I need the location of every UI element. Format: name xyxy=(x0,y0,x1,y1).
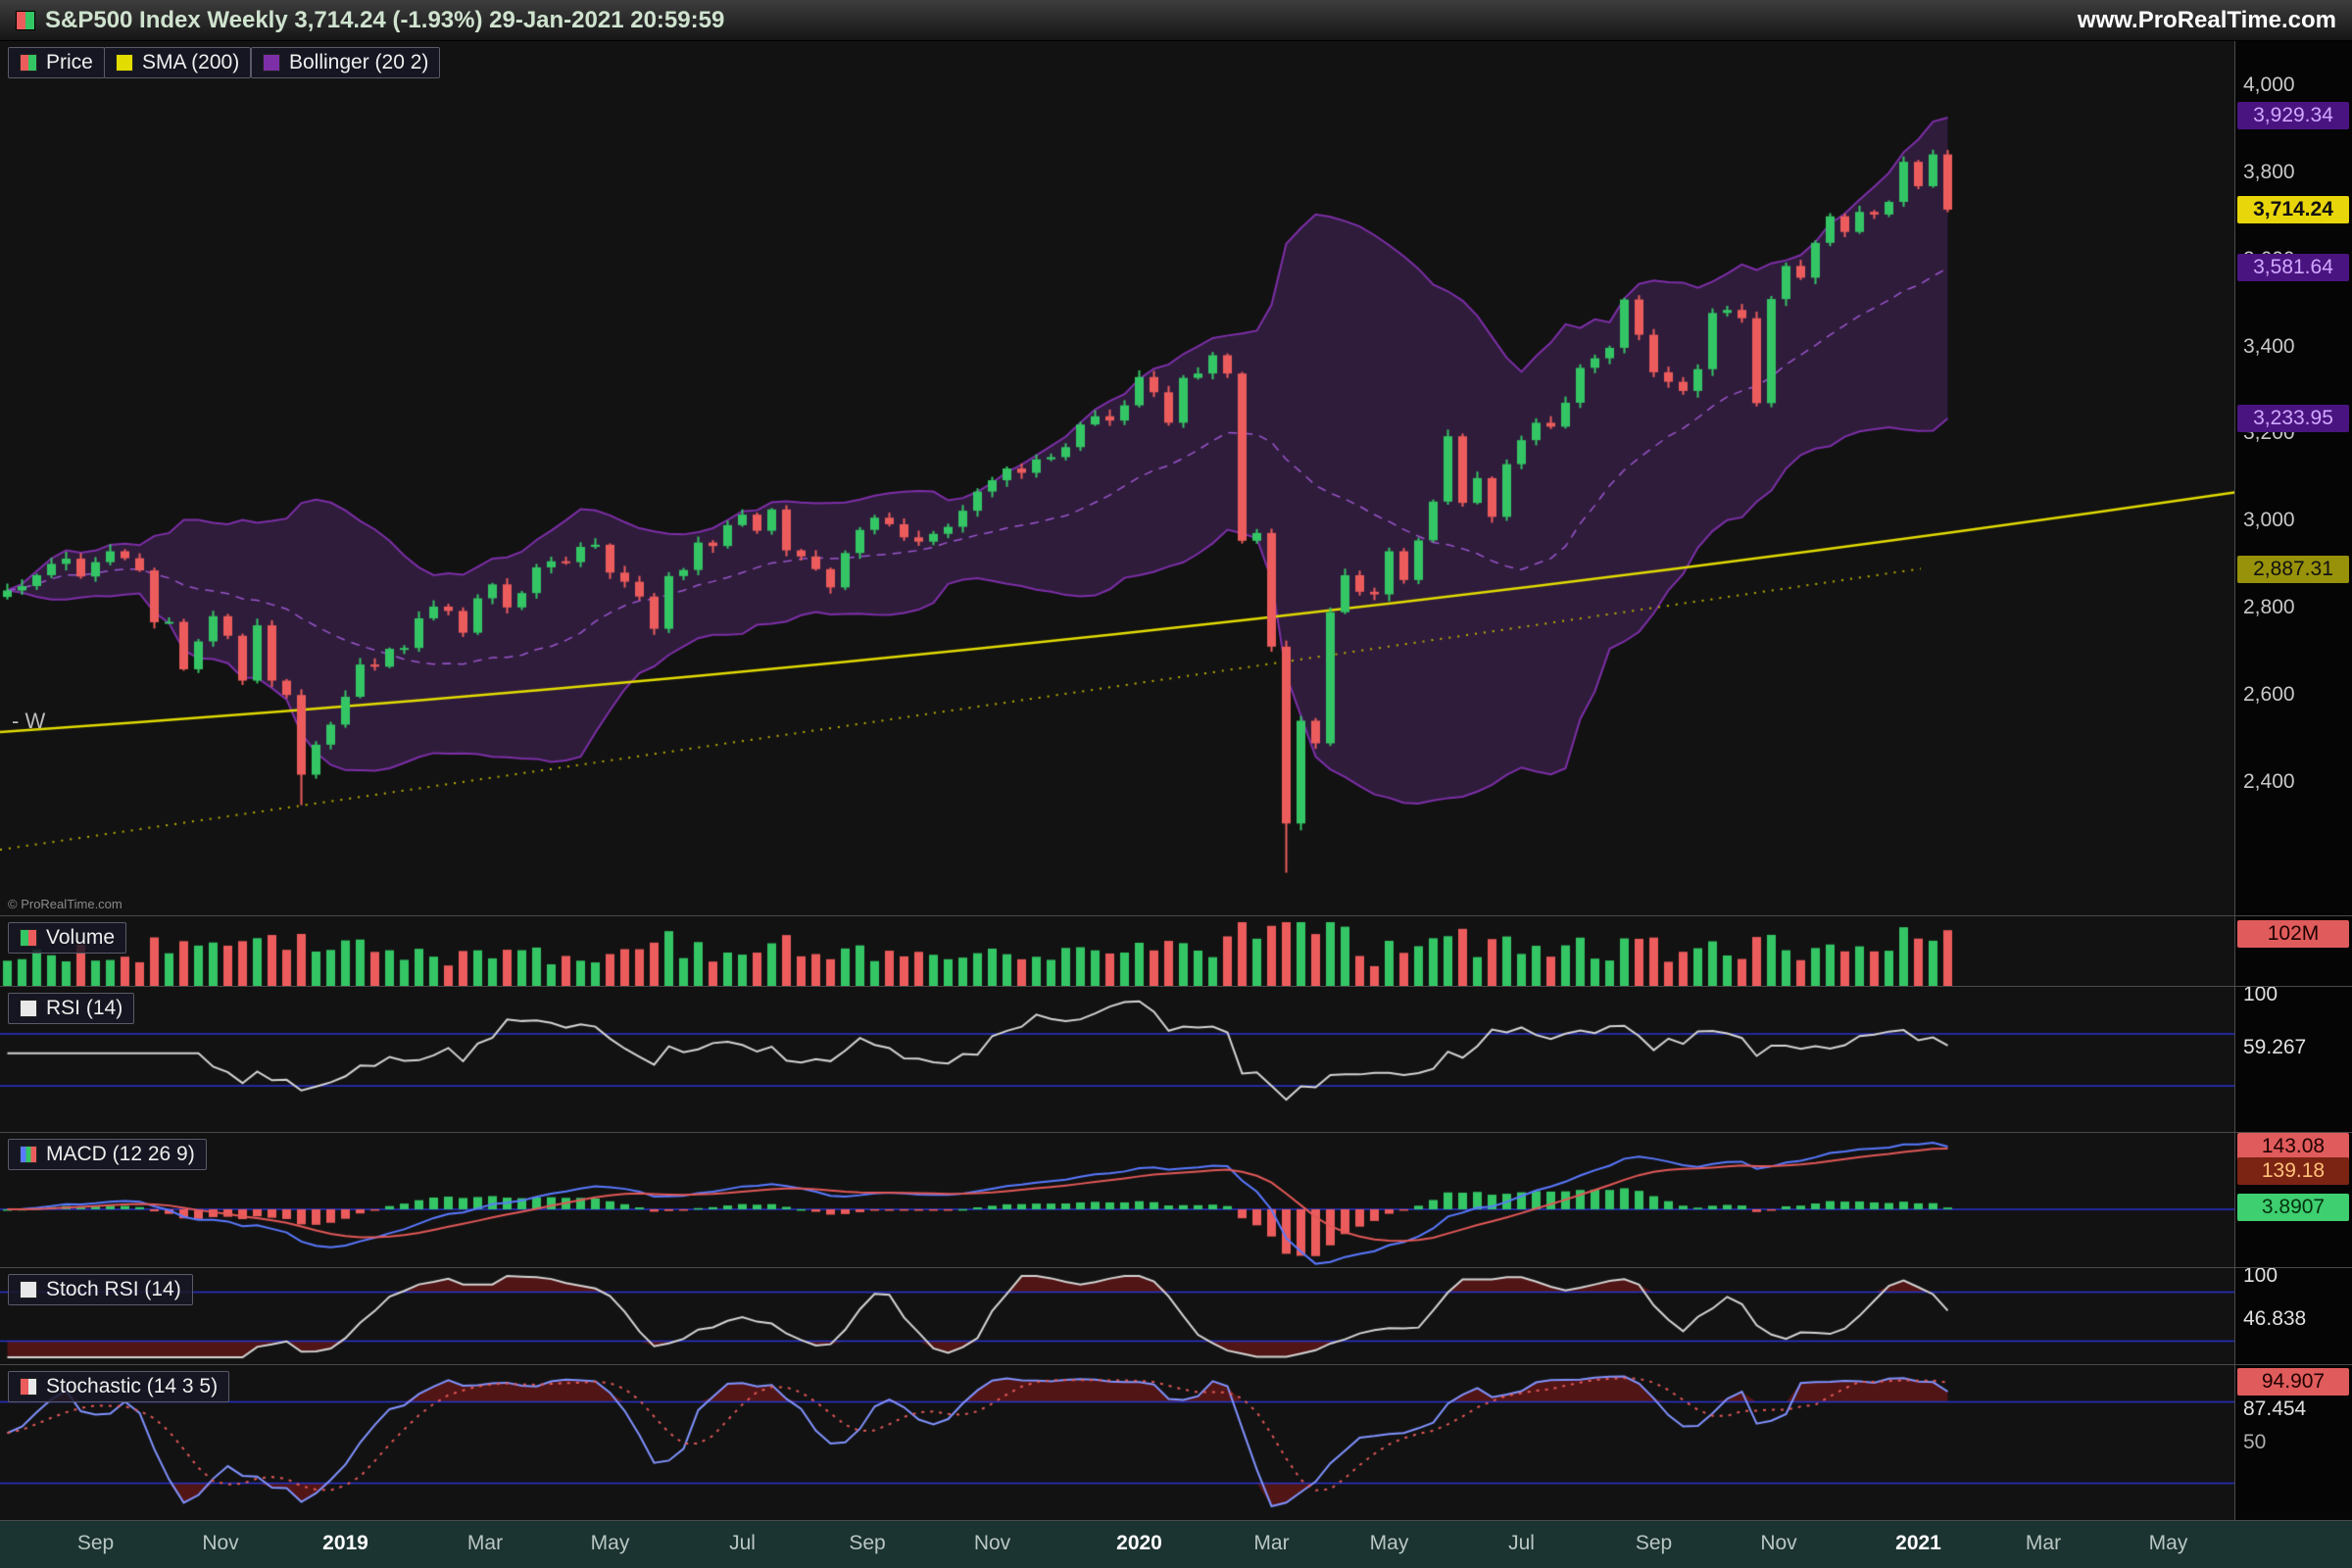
main-price-chart[interactable] xyxy=(0,41,2234,916)
rsi-panel-label[interactable]: RSI (14) xyxy=(8,993,135,1024)
legend-bollinger-label: Bollinger (20 2) xyxy=(289,51,429,74)
panel-separator xyxy=(0,1364,2352,1365)
price-axis[interactable]: 102M 100 59.267 143.08 139.18 3.8907 100… xyxy=(2235,41,2352,1520)
stochastic-panel-chart[interactable] xyxy=(0,1365,2234,1520)
stochastic-icon xyxy=(20,1378,37,1396)
price-badge: 3,581.64 xyxy=(2237,253,2349,281)
volume-value-badge: 102M xyxy=(2237,920,2349,948)
time-axis-label: Nov xyxy=(1760,1532,1797,1554)
time-axis-label: Mar xyxy=(466,1532,504,1554)
volume-label-text: Volume xyxy=(46,926,116,949)
time-axis-label: May xyxy=(1369,1532,1409,1554)
stoch-rsi-current-value: 46.838 xyxy=(2243,1307,2307,1330)
volume-icon xyxy=(20,929,37,947)
macd-icon xyxy=(20,1146,37,1163)
sma-series-icon xyxy=(116,54,133,72)
title-bar: S&P500 Index Weekly 3,714.24 (-1.93%) 29… xyxy=(0,0,2352,41)
price-tick: 3,800 xyxy=(2243,160,2295,183)
copyright-text: © ProRealTime.com xyxy=(8,897,122,911)
time-axis-label: Nov xyxy=(202,1532,239,1554)
panel-separator xyxy=(0,986,2352,987)
time-axis-label: 2019 xyxy=(322,1532,368,1554)
price-tick: 2,800 xyxy=(2243,596,2295,619)
macd-histogram-value-badge: 3.8907 xyxy=(2237,1194,2349,1221)
price-badge: 2,887.31 xyxy=(2237,556,2349,584)
stochastic-mid-level: 50 xyxy=(2243,1431,2267,1453)
time-axis-label: Sep xyxy=(76,1532,115,1554)
candlestick-icon xyxy=(16,10,35,30)
title-bar-left: S&P500 Index Weekly 3,714.24 (-1.93%) 29… xyxy=(16,7,724,34)
time-axis-label: Jul xyxy=(1508,1532,1535,1554)
stoch-rsi-panel-chart[interactable] xyxy=(0,1268,2234,1365)
price-badge: 3,929.34 xyxy=(2237,102,2349,130)
stoch-rsi-scale-max: 100 xyxy=(2243,1264,2278,1287)
rsi-panel-chart[interactable] xyxy=(0,987,2234,1133)
price-tick: 2,400 xyxy=(2243,770,2295,794)
legend-sma-label: SMA (200) xyxy=(142,51,240,74)
panel-separator xyxy=(0,1267,2352,1268)
macd-line-value-badge: 143.08 xyxy=(2237,1133,2349,1160)
time-axis-label: Jul xyxy=(729,1532,756,1554)
time-axis-label: Sep xyxy=(849,1532,886,1554)
legend-price[interactable]: Price xyxy=(8,47,105,78)
time-axis-label: Mar xyxy=(1253,1532,1290,1554)
stochastic-panel-label[interactable]: Stochastic (14 3 5) xyxy=(8,1371,230,1402)
time-axis-label: Mar xyxy=(2025,1532,2062,1554)
time-axis-label: May xyxy=(590,1532,630,1554)
macd-signal-value-badge: 139.18 xyxy=(2237,1157,2349,1185)
legend-bollinger[interactable]: Bollinger (20 2) xyxy=(251,47,441,78)
macd-panel-chart[interactable] xyxy=(0,1133,2234,1268)
time-axis-label: Sep xyxy=(1635,1532,1673,1554)
legend-price-label: Price xyxy=(46,51,93,74)
time-axis[interactable]: Sep Nov 2019 Mar May Jul Sep Nov 2020 Mar May Jul Se… xyxy=(0,1520,2352,1568)
price-tick: 3,400 xyxy=(2243,334,2295,358)
stochastic-label-text: Stochastic (14 3 5) xyxy=(46,1375,219,1397)
rsi-current-value: 59.267 xyxy=(2243,1036,2307,1058)
rsi-scale-max: 100 xyxy=(2243,983,2278,1005)
legend-sma[interactable]: SMA (200) xyxy=(104,47,252,78)
price-tick: 4,000 xyxy=(2243,73,2295,96)
rsi-icon xyxy=(20,1000,37,1017)
price-badge: 3,714.24 xyxy=(2237,195,2349,223)
stoch-rsi-panel-label[interactable]: Stoch RSI (14) xyxy=(8,1274,193,1305)
time-axis-label: May xyxy=(2148,1532,2188,1554)
price-badge: 3,233.95 xyxy=(2237,405,2349,433)
panel-separator xyxy=(0,915,2352,916)
axis-separator xyxy=(2234,41,2235,1520)
time-axis-label: 2020 xyxy=(1116,1532,1162,1554)
price-tick: 2,600 xyxy=(2243,683,2295,707)
rsi-label-text: RSI (14) xyxy=(46,997,123,1019)
bollinger-series-icon xyxy=(263,54,280,72)
stochastic-d-value-badge: 94.907 xyxy=(2237,1368,2349,1396)
volume-panel-label[interactable]: Volume xyxy=(8,922,127,954)
volume-panel-chart[interactable] xyxy=(0,916,2234,987)
stochastic-k-value: 87.454 xyxy=(2243,1397,2307,1420)
chart-title: S&P500 Index Weekly 3,714.24 (-1.93%) 29… xyxy=(45,6,725,33)
macd-label-text: MACD (12 26 9) xyxy=(46,1143,195,1165)
stoch-rsi-label-text: Stoch RSI (14) xyxy=(46,1278,181,1300)
timeframe-label: - W xyxy=(12,709,46,733)
time-axis-label: 2021 xyxy=(1895,1532,1941,1554)
prorealtime-link[interactable]: www.ProRealTime.com xyxy=(2077,6,2336,33)
price-series-icon xyxy=(20,54,37,72)
panel-separator xyxy=(0,1132,2352,1133)
stoch-rsi-icon xyxy=(20,1281,37,1298)
macd-panel-label[interactable]: MACD (12 26 9) xyxy=(8,1139,207,1170)
time-axis-label: Nov xyxy=(973,1532,1011,1554)
price-tick: 3,000 xyxy=(2243,509,2295,532)
